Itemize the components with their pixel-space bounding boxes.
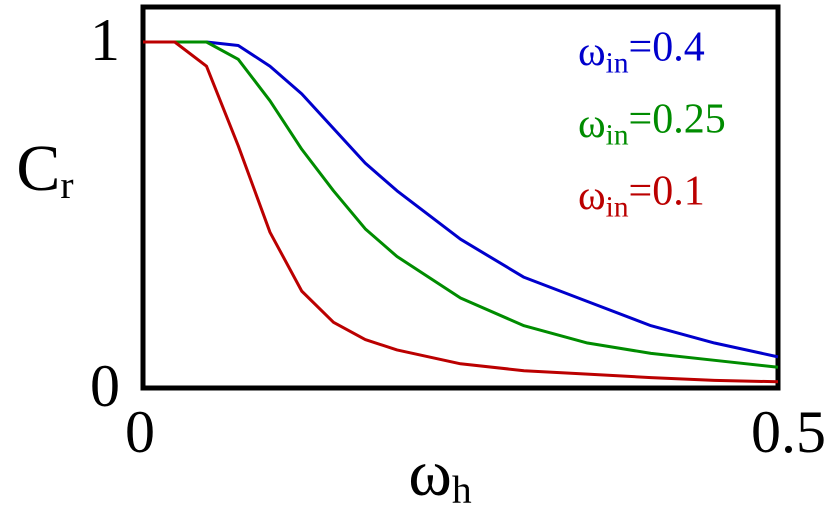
- x-axis-label: ωh: [408, 437, 471, 512]
- x-tick-label: 0: [125, 399, 155, 465]
- legend-label: ωin=0.4: [578, 24, 705, 79]
- y-axis-label: Cr: [16, 132, 73, 207]
- legend-label: ωin=0.25: [578, 96, 726, 151]
- y-tick-label: 1: [90, 7, 120, 73]
- plot-frame: [140, 4, 781, 391]
- series-line: [143, 40, 779, 384]
- series-line: [143, 40, 779, 369]
- legend-label: ωin=0.1: [578, 168, 705, 223]
- x-tick-label: 0.5: [751, 399, 826, 465]
- y-tick-label: 0: [90, 353, 120, 419]
- series-line: [143, 40, 779, 359]
